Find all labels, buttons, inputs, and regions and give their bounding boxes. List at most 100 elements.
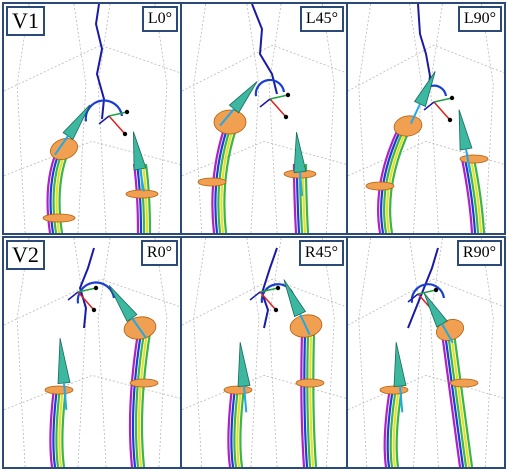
joint-disc bbox=[50, 138, 78, 160]
cone-axis bbox=[465, 148, 472, 173]
panel-v2-r0: V2 R0° bbox=[2, 236, 182, 469]
direction-cone bbox=[393, 342, 407, 387]
grid-line bbox=[409, 4, 422, 233]
cone-axis bbox=[219, 108, 235, 127]
grid-line bbox=[154, 238, 168, 467]
axis-x bbox=[108, 115, 126, 135]
axis-z bbox=[259, 98, 271, 108]
cone-axis bbox=[54, 135, 69, 156]
segment-strand bbox=[223, 128, 238, 233]
joint-disc bbox=[365, 181, 395, 191]
segment-strand bbox=[449, 332, 471, 467]
cone-axis bbox=[409, 103, 421, 124]
axis-tip bbox=[449, 95, 455, 101]
axis-tip bbox=[93, 285, 99, 291]
segment-strand bbox=[131, 332, 143, 467]
segment-strand bbox=[306, 332, 312, 467]
direction-cone bbox=[458, 109, 473, 151]
angle-label-l45: L45° bbox=[299, 6, 344, 32]
cone-axis bbox=[441, 323, 454, 344]
rotation-arc bbox=[76, 281, 116, 304]
panel-v1-l0: V1 L0° bbox=[2, 2, 182, 235]
grid-lines bbox=[348, 238, 504, 467]
panel-v2-r90: R90° bbox=[346, 236, 506, 469]
grid-line bbox=[97, 4, 111, 233]
grid-lines bbox=[182, 238, 346, 467]
axis-tip bbox=[91, 307, 97, 313]
joint-disc bbox=[213, 109, 247, 135]
segment-strand bbox=[137, 332, 149, 467]
axis-y bbox=[417, 289, 437, 295]
joint-disc bbox=[44, 385, 74, 395]
grid-line bbox=[73, 4, 87, 233]
angle-label-r0: R0° bbox=[140, 240, 178, 266]
segment-strand bbox=[392, 387, 401, 467]
axis-tip bbox=[273, 307, 279, 313]
segment-strand bbox=[389, 128, 411, 233]
joint-disc bbox=[197, 177, 227, 187]
panel-v1-l0-scene bbox=[4, 4, 180, 233]
direction-cone bbox=[283, 279, 307, 318]
direction-cone bbox=[237, 342, 251, 387]
panel-v2-r45: R45° bbox=[180, 236, 348, 469]
segment-strand bbox=[463, 158, 477, 233]
grid-line bbox=[348, 140, 504, 177]
axis-tip bbox=[433, 287, 439, 293]
rotation-arc bbox=[410, 283, 446, 303]
grid-line bbox=[193, 238, 207, 467]
segment-strand bbox=[134, 332, 146, 467]
trajectory-path bbox=[78, 247, 95, 329]
axis-z bbox=[423, 101, 435, 111]
segment-strand bbox=[49, 387, 56, 467]
axis-x bbox=[269, 98, 287, 118]
segment-strand bbox=[58, 387, 65, 467]
angle-label-r45: R45° bbox=[298, 240, 344, 266]
axis-tip bbox=[447, 117, 453, 123]
segment-strand bbox=[309, 332, 315, 467]
trajectory-path bbox=[260, 247, 278, 329]
grid-line bbox=[321, 238, 335, 467]
panel-v1-l90: L90° bbox=[346, 2, 506, 235]
grid-line bbox=[480, 4, 494, 233]
segment-strand bbox=[383, 387, 392, 467]
grid-line bbox=[4, 278, 180, 326]
panel-v2-r0-scene bbox=[4, 238, 180, 467]
segment-strand bbox=[230, 387, 237, 467]
segment-strand bbox=[446, 332, 468, 467]
grid-line bbox=[430, 238, 443, 467]
axis-x bbox=[259, 291, 277, 311]
segment-strand bbox=[304, 163, 310, 233]
grid-line bbox=[97, 238, 111, 467]
axis-tip bbox=[122, 131, 128, 137]
axis-z bbox=[249, 291, 261, 301]
axis-tip bbox=[275, 285, 281, 291]
direction-cone bbox=[62, 104, 91, 141]
segment-strand bbox=[128, 332, 140, 467]
segment-strand bbox=[469, 158, 483, 233]
axis-tip bbox=[283, 114, 289, 120]
joint-disc bbox=[125, 189, 159, 199]
cone-axis bbox=[299, 171, 304, 196]
joint-disc bbox=[449, 378, 479, 388]
rotation-arc bbox=[254, 78, 286, 97]
cone-axis bbox=[131, 317, 147, 339]
segment-strand bbox=[440, 332, 462, 467]
grid-line bbox=[182, 374, 346, 411]
grid-line bbox=[246, 238, 260, 467]
grid-line bbox=[4, 140, 180, 177]
segment-strand bbox=[239, 387, 246, 467]
segment-strand bbox=[386, 128, 408, 233]
segment-strand bbox=[460, 158, 474, 233]
segment-strand bbox=[52, 387, 59, 467]
segment-strand bbox=[236, 387, 243, 467]
segment-strand bbox=[312, 332, 318, 467]
segment-strand bbox=[303, 332, 309, 467]
grid-line bbox=[430, 4, 443, 233]
grid-line bbox=[268, 4, 282, 233]
segment-strand bbox=[452, 332, 474, 467]
segment-strand bbox=[55, 387, 62, 467]
axis-y bbox=[433, 97, 453, 103]
joint-disc bbox=[393, 115, 423, 137]
angle-label-l0: L0° bbox=[141, 6, 178, 32]
